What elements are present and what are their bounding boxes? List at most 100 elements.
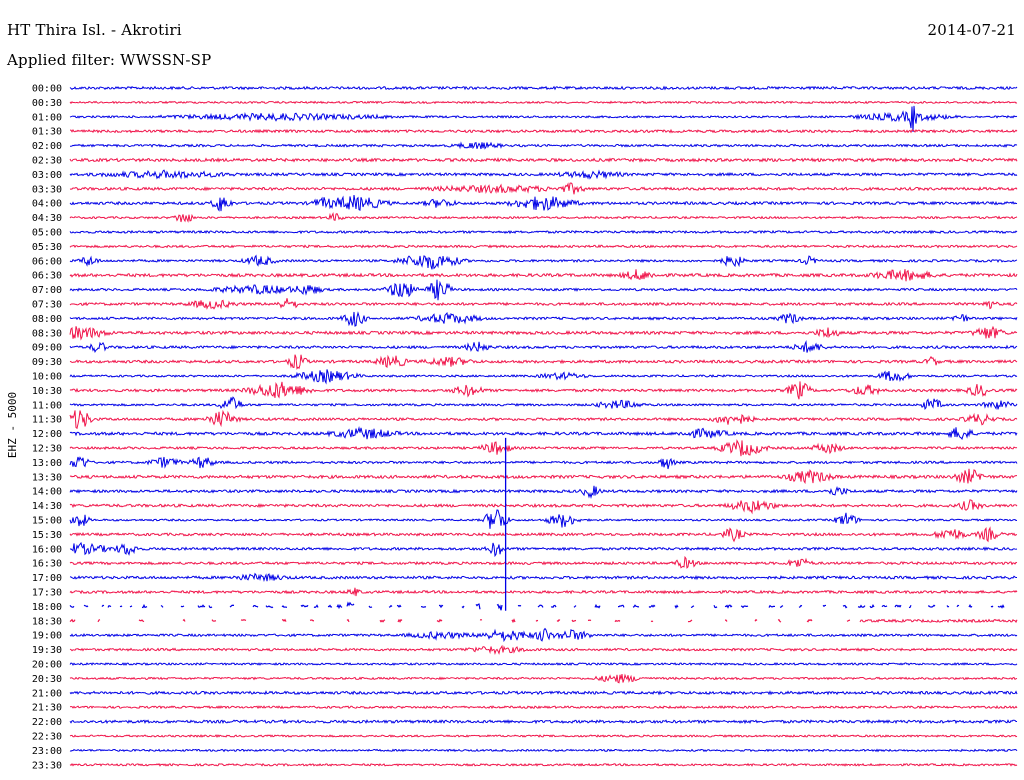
trace-segment-18:30 [806, 618, 813, 623]
trace-segment-18:00 [990, 605, 994, 608]
trace-09:00 [69, 339, 1018, 354]
trace-segment-18:30 [97, 619, 101, 623]
time-label: 20:00 [32, 660, 62, 671]
time-label: 04:00 [32, 199, 62, 210]
time-label: 23:00 [32, 746, 62, 757]
time-label: 08:00 [32, 314, 62, 325]
trace-20:30 [69, 673, 1018, 684]
trace-07:30 [69, 298, 1018, 310]
trace-segment-18:00 [517, 604, 522, 607]
time-label: 06:00 [32, 256, 62, 267]
trace-06:30 [69, 269, 1018, 282]
station-title: HT Thira Isl. - Akrotiri [7, 21, 182, 39]
trace-segment-18:30 [846, 619, 851, 622]
trace-segment-18:30 [309, 619, 315, 622]
trace-05:30 [69, 244, 1018, 249]
trace-02:30 [69, 157, 1018, 163]
trace-14:00 [69, 485, 1018, 499]
trace-10:30 [69, 381, 1018, 400]
trace-segment-18:00 [141, 603, 148, 609]
trace-segment-18:00 [869, 603, 875, 609]
trace-segment-18:00 [740, 605, 749, 609]
trace-segment-18:00 [881, 604, 888, 608]
trace-segment-18:00 [894, 604, 902, 608]
trace-11:30 [69, 409, 1018, 430]
trace-segment-18:00 [842, 604, 848, 609]
time-label: 17:30 [32, 588, 62, 599]
time-label: 03:00 [32, 170, 62, 181]
trace-00:00 [69, 85, 1018, 91]
trace-19:00 [69, 627, 1018, 643]
trace-segment-18:00 [420, 605, 427, 608]
trace-14:30 [69, 499, 1018, 515]
time-label: 15:30 [32, 530, 62, 541]
trace-segment-18:00 [648, 604, 656, 608]
time-label: 10:30 [32, 386, 62, 397]
trace-segment-18:00 [968, 604, 973, 609]
time-label: 22:30 [32, 732, 62, 743]
trace-18:30 [859, 618, 1018, 624]
time-label: 09:30 [32, 357, 62, 368]
trace-segment-18:00 [779, 605, 784, 608]
trace-segment-18:00 [768, 604, 776, 608]
trace-segment-18:00 [160, 604, 164, 608]
time-labels: 00:00 00:30 01:00 01:30 02:00 02:30 03:00 03:30… [32, 84, 62, 772]
trace-segment-18:30 [777, 619, 782, 623]
trace-01:00 [69, 105, 1018, 132]
time-label: 19:00 [32, 631, 62, 642]
trace-21:30 [69, 705, 1018, 710]
date-label: 2014-07-21 [927, 21, 1016, 39]
trace-22:00 [69, 718, 1018, 725]
time-label: 12:30 [32, 444, 62, 455]
trace-segment-18:30 [571, 619, 577, 623]
time-label: 10:00 [32, 372, 62, 383]
trace-segment-18:00 [119, 605, 123, 608]
trace-segment-18:00 [946, 605, 950, 608]
trace-segment-18:00 [101, 604, 105, 608]
trace-segment-18:00 [632, 604, 640, 608]
trace-segment-18:30 [182, 618, 186, 622]
time-label: 08:30 [32, 328, 62, 339]
time-label: 07:00 [32, 285, 62, 296]
time-label: 01:00 [32, 112, 62, 123]
time-label: 21:00 [32, 688, 62, 699]
trace-segment-18:00 [229, 604, 235, 608]
trace-segment-18:00 [594, 603, 601, 609]
trace-05:00 [69, 229, 1018, 235]
trace-segment-18:00 [107, 605, 112, 608]
trace-04:30 [69, 212, 1018, 223]
traces [69, 85, 1018, 767]
trace-segment-18:00 [690, 605, 695, 609]
trace-06:00 [69, 254, 1018, 270]
trace-segment-18:00 [83, 604, 89, 608]
trace-segment-18:30 [687, 619, 693, 623]
trace-segment-18:30 [436, 618, 443, 623]
trace-11:00 [69, 396, 1018, 410]
trace-segment-18:00 [388, 604, 393, 608]
trace-16:30 [69, 555, 1018, 569]
trace-15:00 [69, 509, 1018, 529]
trace-01:30 [69, 128, 1018, 134]
time-label: 14:30 [32, 501, 62, 512]
trace-segment-18:00 [461, 605, 465, 609]
trace-07:00 [69, 279, 1018, 301]
trace-22:30 [69, 734, 1018, 738]
trace-segment-18:00 [908, 604, 912, 609]
trace-23:00 [69, 748, 1018, 753]
trace-segment-18:00 [550, 604, 557, 608]
trace-segment-18:00 [197, 604, 206, 608]
trace-segment-18:00 [927, 604, 936, 608]
time-label: 00:00 [32, 84, 62, 95]
time-label: 15:00 [32, 516, 62, 527]
time-label: 17:00 [32, 573, 62, 584]
trace-segment-18:30 [346, 618, 350, 623]
trace-segment-18:30 [724, 619, 728, 622]
trace-segment-18:00 [336, 603, 343, 610]
trace-segment-18:30 [69, 618, 76, 623]
time-label: 19:30 [32, 645, 62, 656]
trace-segment-18:00 [475, 603, 481, 610]
time-label: 02:30 [32, 156, 62, 167]
trace-segment-18:00 [327, 604, 333, 608]
trace-segment-18:30 [240, 619, 247, 621]
trace-segment-18:00 [496, 603, 503, 611]
